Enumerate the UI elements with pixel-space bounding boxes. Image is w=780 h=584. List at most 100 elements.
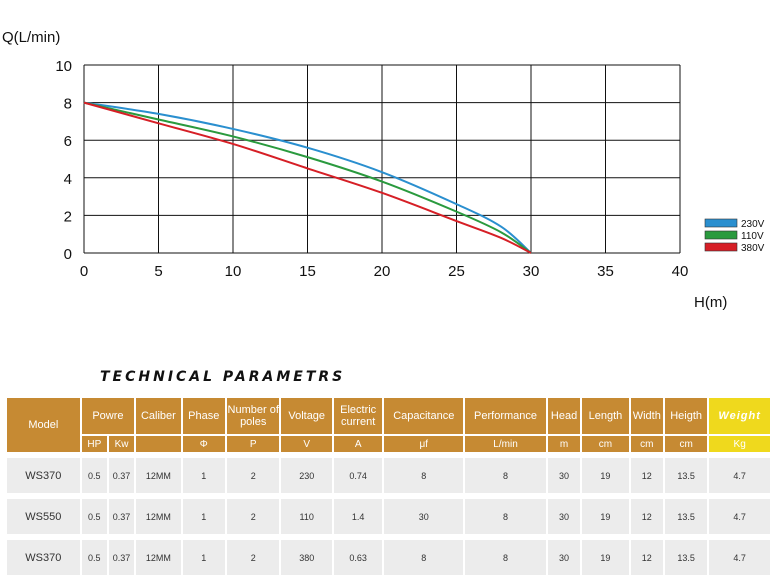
cell-caliber: 12MM bbox=[136, 540, 181, 575]
table-row: WS370 0.5 0.37 12MM 1 2 380 0.63 8 8 30 … bbox=[7, 540, 770, 575]
header-capacitance: Capacitance bbox=[384, 398, 464, 434]
cell-poles: 2 bbox=[226, 540, 280, 575]
x-tick-label: 30 bbox=[523, 263, 540, 280]
cell-voltage: 230 bbox=[281, 458, 332, 493]
cell-length: 19 bbox=[582, 499, 629, 534]
cell-height: 13.5 bbox=[664, 540, 708, 575]
unit-caliber bbox=[136, 436, 181, 452]
table-header-row: Model Powre Caliber Phase Number of pole… bbox=[7, 398, 770, 452]
cell-head: 30 bbox=[547, 458, 581, 493]
header-power: Powre bbox=[81, 398, 135, 434]
unit-hp: HP bbox=[81, 436, 107, 452]
header-height: Heigth bbox=[664, 398, 708, 434]
cell-weight: 4.7 bbox=[709, 458, 770, 493]
unit-current: A bbox=[333, 436, 383, 452]
unit-weight: Kg bbox=[709, 436, 770, 452]
y-tick-label: 0 bbox=[64, 246, 72, 263]
cell-poles: 2 bbox=[226, 458, 280, 493]
legend-label: 230V bbox=[741, 219, 765, 230]
header-head: Head bbox=[547, 398, 581, 434]
cell-current: 0.63 bbox=[333, 540, 383, 575]
cell-capacitance: 8 bbox=[384, 458, 464, 493]
x-tick-label: 10 bbox=[225, 263, 242, 280]
cell-hp: 0.5 bbox=[81, 499, 107, 534]
cell-weight: 4.7 bbox=[709, 499, 770, 534]
header-phase: Phase bbox=[182, 398, 225, 434]
cell-height: 13.5 bbox=[664, 458, 708, 493]
y-tick-label: 8 bbox=[64, 96, 72, 113]
header-model: Model bbox=[7, 398, 80, 452]
cell-caliber: 12MM bbox=[136, 458, 181, 493]
cell-model: WS370 bbox=[7, 540, 80, 575]
cell-head: 30 bbox=[547, 499, 581, 534]
series-line-110v bbox=[83, 101, 532, 254]
cell-width: 12 bbox=[630, 499, 663, 534]
cell-height: 13.5 bbox=[664, 499, 708, 534]
unit-head: m bbox=[547, 436, 581, 452]
y-axis-label: Q(L/min) bbox=[2, 29, 60, 46]
cell-performance: 8 bbox=[465, 499, 546, 534]
cell-caliber: 12MM bbox=[136, 499, 181, 534]
cell-width: 12 bbox=[630, 540, 663, 575]
cell-kw: 0.37 bbox=[108, 540, 135, 575]
x-tick-label: 15 bbox=[299, 263, 316, 280]
x-tick-label: 0 bbox=[80, 263, 88, 280]
cell-kw: 0.37 bbox=[108, 499, 135, 534]
y-tick-label: 2 bbox=[64, 208, 72, 225]
cell-width: 12 bbox=[630, 458, 663, 493]
legend-label: 380V bbox=[741, 243, 765, 254]
unit-height: cm bbox=[664, 436, 708, 452]
unit-performance: L/min bbox=[465, 436, 546, 452]
x-tick-label: 35 bbox=[597, 263, 614, 280]
header-voltage: Voltage bbox=[281, 398, 332, 434]
cell-phase: 1 bbox=[182, 499, 225, 534]
cell-hp: 0.5 bbox=[81, 458, 107, 493]
header-current: Electric current bbox=[333, 398, 383, 434]
cell-phase: 1 bbox=[182, 458, 225, 493]
cell-length: 19 bbox=[582, 458, 629, 493]
table-row: WS550 0.5 0.37 12MM 1 2 110 1.4 30 8 30 … bbox=[7, 499, 770, 534]
header-performance: Performance bbox=[465, 398, 546, 434]
unit-phase: Φ bbox=[182, 436, 225, 452]
x-axis-label: H(m) bbox=[694, 294, 727, 311]
unit-poles: P bbox=[226, 436, 280, 452]
x-tick-label: 25 bbox=[448, 263, 465, 280]
legend-label: 110V bbox=[741, 231, 764, 242]
chart-grid bbox=[83, 64, 681, 254]
y-tick-label: 10 bbox=[55, 58, 72, 75]
cell-head: 30 bbox=[547, 540, 581, 575]
legend-swatch bbox=[704, 218, 738, 228]
cell-performance: 8 bbox=[465, 540, 546, 575]
header-weight: Weight bbox=[709, 398, 770, 434]
technical-parameters-table: Model Powre Caliber Phase Number of pole… bbox=[5, 396, 772, 577]
header-width: Width bbox=[630, 398, 663, 434]
cell-model: WS370 bbox=[7, 458, 80, 493]
series-line-380v bbox=[83, 101, 532, 254]
x-tick-label: 40 bbox=[672, 263, 689, 280]
cell-voltage: 380 bbox=[281, 540, 332, 575]
legend-swatch bbox=[704, 242, 738, 252]
cell-length: 19 bbox=[582, 540, 629, 575]
header-length: Length bbox=[582, 398, 629, 434]
table-units-row: HP Kw Φ P V A μf L/min m cm cm cm Kg bbox=[7, 436, 770, 452]
cell-hp: 0.5 bbox=[81, 540, 107, 575]
chart-series-lines bbox=[83, 101, 532, 254]
cell-model: WS550 bbox=[7, 499, 80, 534]
cell-voltage: 110 bbox=[281, 499, 332, 534]
y-tick-labels: 0 2 4 6 8 10 bbox=[55, 58, 72, 263]
table-row: WS370 0.5 0.37 12MM 1 2 230 0.74 8 8 30 … bbox=[7, 458, 770, 493]
unit-kw: Kw bbox=[108, 436, 135, 452]
cell-kw: 0.37 bbox=[108, 458, 135, 493]
cell-current: 0.74 bbox=[333, 458, 383, 493]
cell-current: 1.4 bbox=[333, 499, 383, 534]
y-tick-label: 6 bbox=[64, 133, 72, 150]
unit-voltage: V bbox=[281, 436, 332, 452]
table-title: TECHNICAL PARAMETRS bbox=[100, 369, 346, 385]
cell-phase: 1 bbox=[182, 540, 225, 575]
cell-performance: 8 bbox=[465, 458, 546, 493]
unit-length: cm bbox=[582, 436, 629, 452]
header-poles: Number of poles bbox=[226, 398, 280, 434]
y-tick-label: 4 bbox=[64, 171, 72, 188]
